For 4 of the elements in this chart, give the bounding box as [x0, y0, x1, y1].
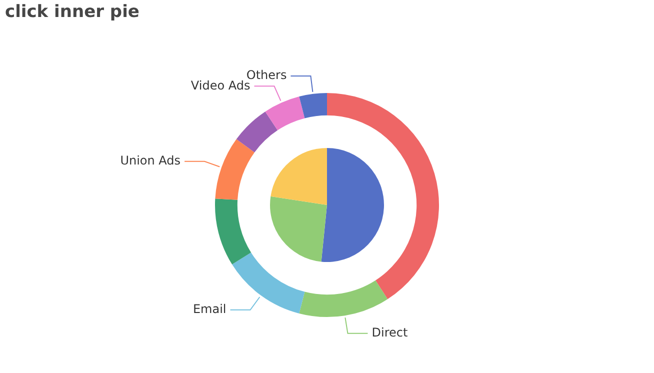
slice-label: Direct — [372, 325, 408, 340]
chart-title: click inner pie — [5, 2, 140, 22]
slice-label: Union Ads — [120, 153, 181, 168]
slice-label: Email — [192, 302, 226, 316]
